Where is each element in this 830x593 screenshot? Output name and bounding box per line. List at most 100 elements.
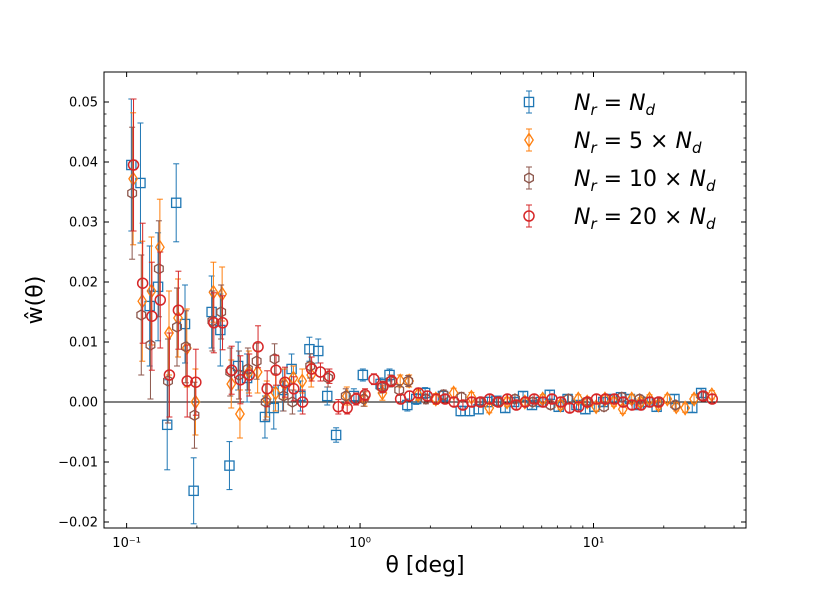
data-point	[216, 306, 227, 318]
data-point	[188, 485, 199, 497]
data-point	[662, 391, 673, 407]
data-point	[144, 300, 155, 312]
data-point	[501, 393, 514, 405]
data-point	[350, 393, 362, 405]
data-point	[252, 364, 263, 380]
data-point	[215, 324, 226, 336]
data-point	[270, 364, 282, 376]
legend-entry: Nr = Nd	[523, 90, 656, 119]
y-tick-label: −0.01	[58, 456, 98, 471]
legend-label-part: N	[629, 91, 645, 116]
legend-label-part: r	[590, 101, 597, 119]
y-tick-label: 0.02	[69, 276, 98, 291]
data-point	[135, 177, 146, 189]
data-point	[413, 387, 424, 403]
data-point	[591, 399, 602, 415]
legend-label-part: d	[706, 177, 716, 195]
data-point	[278, 390, 289, 402]
data-point	[377, 381, 389, 393]
data-point	[368, 373, 380, 385]
legend-label-part: r	[590, 215, 597, 233]
x-tick-label: 10¹	[583, 536, 605, 551]
data-point	[153, 263, 164, 275]
data-point	[261, 383, 273, 395]
data-point	[403, 375, 414, 387]
data-point	[330, 429, 342, 441]
data-point	[189, 409, 200, 421]
data-point	[225, 364, 238, 376]
legend-label-part: =	[597, 91, 629, 116]
legend-label-part: N	[689, 205, 705, 230]
legend-label-part: d	[692, 139, 702, 157]
x-tick-label: 10⁻¹	[112, 536, 141, 551]
data-point	[502, 394, 513, 410]
data-point	[270, 385, 281, 401]
data-point	[181, 375, 193, 387]
data-point	[626, 399, 638, 411]
data-point	[224, 460, 235, 471]
y-tick-label: 0.05	[69, 96, 98, 111]
data-point	[172, 304, 185, 316]
data-point	[680, 400, 691, 416]
legend-label: Nr = 5 × Nd	[574, 129, 702, 157]
legend-label-part: N	[574, 91, 590, 116]
data-point	[161, 419, 173, 431]
series-3	[127, 126, 707, 449]
x-tick-label: 10⁰	[349, 536, 371, 551]
data-point	[287, 396, 298, 408]
legend-marker	[524, 132, 534, 148]
data-point	[653, 396, 665, 408]
y-axis-label: ŵ(θ)	[23, 276, 48, 325]
data-point	[268, 402, 280, 414]
data-point	[295, 390, 306, 402]
data-point	[190, 376, 202, 388]
data-point	[670, 399, 681, 411]
legend-label-part: = 20 ×	[597, 205, 690, 230]
legend-label-part: N	[689, 167, 705, 192]
legend-label: Nr = 20 × Nd	[574, 205, 716, 233]
data-point	[145, 339, 156, 351]
data-point	[172, 321, 182, 333]
data-point	[564, 402, 576, 414]
data-point	[180, 341, 191, 353]
data-point	[644, 396, 656, 408]
data-point	[348, 390, 360, 402]
data-point	[555, 397, 566, 413]
data-point	[438, 389, 449, 401]
legend-marker	[523, 210, 535, 222]
data-point	[456, 391, 467, 403]
data-point	[608, 394, 619, 410]
data-point	[430, 393, 442, 405]
data-point	[384, 369, 395, 381]
legend-label-part: r	[590, 177, 597, 195]
legend-marker	[523, 96, 535, 108]
legend-label: Nr = 10 × Nd	[574, 167, 716, 195]
data-point	[332, 401, 345, 413]
legend-label-part: N	[574, 205, 590, 230]
data-point	[323, 370, 336, 382]
data-point	[279, 376, 291, 388]
x-axis: 10⁻¹ 10⁰ 10¹	[112, 72, 735, 551]
y-tick-label: 0.01	[69, 336, 98, 351]
data-point	[466, 396, 478, 408]
data-point	[572, 401, 585, 413]
data-point	[127, 187, 138, 199]
data-point	[154, 294, 167, 306]
data-point	[242, 363, 253, 375]
data-point	[136, 309, 147, 321]
data-point	[394, 384, 405, 396]
data-point	[689, 391, 700, 407]
data-point	[252, 341, 264, 353]
legend-label-part: d	[706, 215, 716, 233]
legend-label-part: N	[574, 129, 590, 154]
y-axis: 0.05 0.04 0.03 0.02 0.01 0.00 −0.01 −0.02	[58, 96, 746, 531]
data-point	[314, 366, 327, 378]
data-point	[395, 373, 406, 389]
data-point	[208, 317, 220, 329]
data-point	[340, 390, 351, 402]
plot-frame	[103, 71, 747, 529]
data-point	[634, 393, 645, 405]
